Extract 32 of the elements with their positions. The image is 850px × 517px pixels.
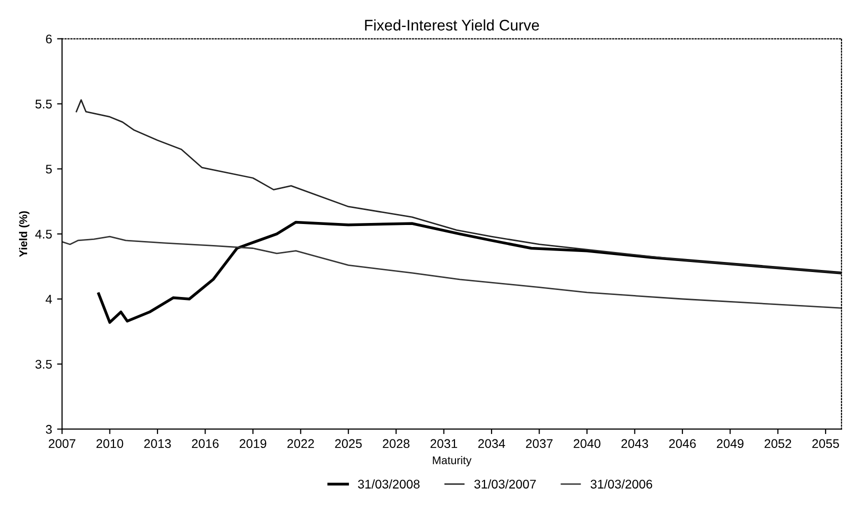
- y-tick-label: 6: [46, 34, 52, 44]
- x-tick-label: 2052: [764, 439, 792, 448]
- x-tick-label: 2013: [144, 439, 171, 448]
- x-tick-label: 2019: [240, 439, 266, 448]
- x-tick-label: 2025: [335, 439, 362, 448]
- line-series: [76, 99, 842, 274]
- y-axis-title: Yield (%): [19, 211, 30, 258]
- y-tick-label: 3: [46, 424, 52, 434]
- x-tick-label: 2037: [526, 439, 553, 448]
- x-tick-label: 2043: [621, 439, 648, 448]
- x-tick-label: 2034: [478, 439, 506, 448]
- x-tick-label: 2022: [287, 439, 314, 448]
- y-tick-label: 4: [46, 294, 52, 304]
- x-tick-label: 2031: [430, 439, 458, 448]
- chart-title: Fixed-Interest Yield Curve: [365, 19, 539, 31]
- x-tick-label: 2028: [382, 439, 410, 448]
- y-tick-label: 3.5: [35, 360, 52, 369]
- x-axis-title: Maturity: [432, 456, 472, 466]
- x-tick-label: 2040: [574, 439, 600, 448]
- legend-label: 31/03/2007: [474, 479, 536, 489]
- line-series: [62, 236, 842, 309]
- x-tick-label: 2007: [48, 439, 76, 448]
- legend-label: 31/03/2006: [590, 479, 652, 489]
- x-tick-label: 2016: [192, 439, 219, 448]
- y-tick-label: 4.5: [35, 230, 52, 239]
- x-tick-label: 2049: [716, 439, 744, 448]
- y-tick-label: 5: [46, 164, 52, 174]
- x-tick-label: 2055: [812, 439, 839, 448]
- x-tick-label: 2010: [96, 439, 124, 448]
- x-tick-label: 2046: [669, 439, 696, 448]
- y-tick-label: 5.5: [35, 100, 52, 108]
- legend-label: 31/03/2008: [358, 479, 420, 489]
